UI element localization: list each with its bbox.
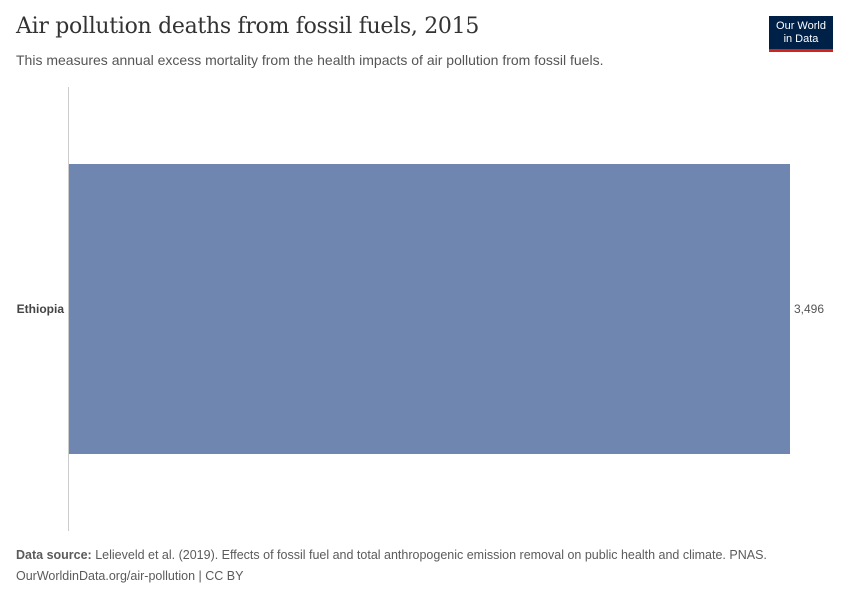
chart-subtitle: This measures annual excess mortality fr… (16, 52, 604, 68)
url-line[interactable]: OurWorldinData.org/air-pollution | CC BY (16, 569, 244, 583)
category-label: Ethiopia (17, 302, 65, 316)
bar-ethiopia[interactable] (69, 164, 790, 454)
source-label: Data source: (16, 548, 92, 562)
owid-logo[interactable]: Our World in Data (769, 16, 833, 52)
logo-line-2: in Data (783, 32, 819, 45)
source-note: Data source: Lelieveld et al. (2019). Ef… (16, 548, 767, 562)
source-text: Lelieveld et al. (2019). Effects of foss… (91, 548, 767, 562)
logo-line-1: Our World (776, 19, 826, 32)
chart-title: Air pollution deaths from fossil fuels, … (16, 14, 480, 39)
value-label: 3,496 (794, 302, 824, 316)
